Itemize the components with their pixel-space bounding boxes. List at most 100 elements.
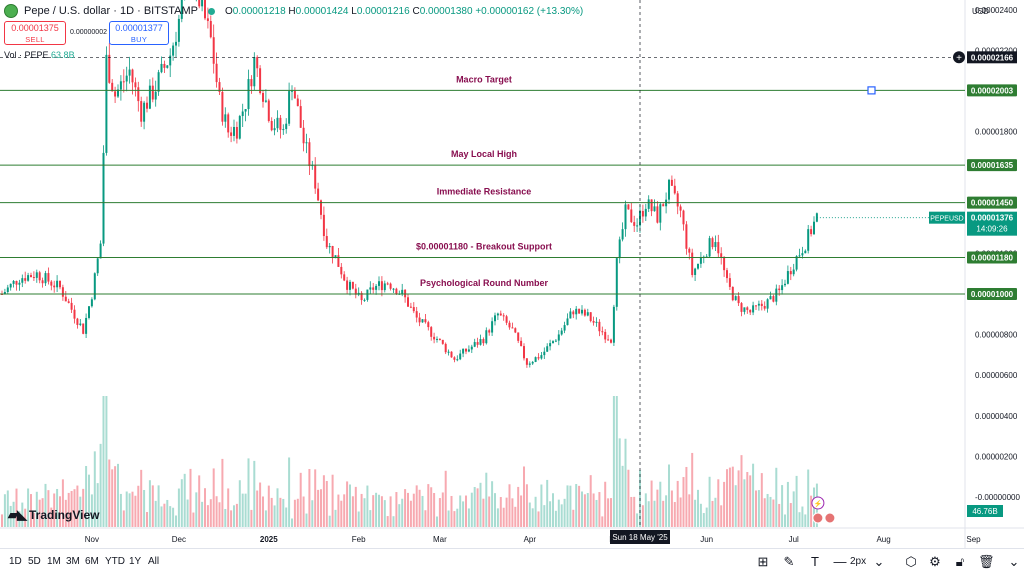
symbol-title[interactable]: Pepe / U.S. dollar · 1D · BITSTAMP (24, 5, 199, 17)
volume-bar (73, 489, 76, 527)
timeframe-3m[interactable]: 3M (66, 556, 80, 567)
price-chart[interactable]: 0.000026000.000024000.000022000.00001800… (0, 0, 1024, 548)
volume-bar (517, 486, 520, 527)
level-annotation[interactable]: $0.00001180 - Breakout Support (416, 241, 552, 251)
layout-grid-icon[interactable]: ⊞ (757, 554, 769, 569)
candle-body (467, 349, 470, 352)
level-annotation[interactable]: Macro Target (456, 74, 512, 84)
timeframe-5d[interactable]: 5D (28, 556, 41, 567)
line-width-value[interactable]: 2px (850, 556, 867, 567)
level-price-tag (967, 159, 1017, 172)
level-annotation[interactable]: Psychological Round Number (420, 278, 549, 288)
volume-bar (581, 491, 583, 527)
volume-bar (354, 486, 357, 527)
drawing-anchor-handle[interactable] (867, 86, 876, 95)
volume-bar (520, 495, 523, 527)
candle-body (650, 199, 653, 212)
candle-body (728, 278, 731, 287)
us-flag-event-icon[interactable] (812, 512, 824, 524)
timeframe-6m[interactable]: 6M (85, 556, 99, 567)
candle-body (520, 340, 523, 347)
candle-body (288, 91, 291, 124)
volume-bar (96, 483, 99, 527)
pencil-icon[interactable]: ✎ (783, 554, 795, 569)
volume-bar (160, 506, 163, 527)
close-value: 0.00001380 (419, 5, 473, 17)
timeframe-1d[interactable]: 1D (9, 556, 22, 567)
candle-body (61, 287, 64, 297)
sell-price: 0.00001375 (11, 23, 59, 33)
candle-body (157, 72, 160, 92)
volume-bar (157, 485, 160, 527)
candle-body (549, 343, 552, 347)
candle-body (383, 283, 386, 291)
volume-bar (154, 500, 157, 527)
candle-body (691, 252, 694, 275)
chevron-down-icon[interactable]: ⌄ (873, 554, 885, 569)
candle-body (305, 142, 308, 144)
volume-bar (621, 465, 624, 527)
volume-bar (691, 452, 694, 527)
more-icon[interactable]: ⌄ (1008, 554, 1020, 569)
text-tool-icon[interactable]: T (811, 554, 819, 569)
candle-body (285, 123, 288, 130)
volume-bar (372, 495, 375, 527)
level-annotation[interactable]: May Local High (451, 149, 517, 159)
line-width-icon[interactable]: — (833, 554, 847, 569)
candle-body (421, 319, 424, 323)
volume-bar (389, 496, 392, 527)
volume-bar (253, 460, 256, 527)
volume-bar (688, 494, 691, 527)
timeframe-all[interactable]: All (148, 556, 160, 567)
volume-bar (807, 469, 810, 527)
volume-bar (169, 506, 172, 527)
volume-bar (401, 498, 404, 527)
volume-bar (189, 468, 192, 527)
lock-icon[interactable]: 🔓︎ (955, 554, 965, 569)
candle-body (328, 245, 331, 248)
candle-body (279, 117, 282, 130)
volume-bar (140, 469, 143, 527)
trash-icon[interactable]: 🗑︎ (978, 554, 995, 569)
candle-body (343, 274, 346, 281)
object-tree-icon[interactable]: ⬡ (905, 554, 917, 569)
candle-body (331, 245, 334, 259)
lightning-event-icon[interactable] (811, 496, 825, 510)
tradingview-logo[interactable]: ▰◣ TradingView (8, 507, 99, 523)
us-flag-event-icon[interactable] (824, 512, 836, 524)
timeframe-1m[interactable]: 1M (47, 556, 61, 567)
volume-bar (447, 510, 450, 527)
volume-legend[interactable]: Vol · PEPE 63.8B (4, 50, 75, 60)
volume-bar (467, 508, 470, 527)
volume-bar (209, 499, 212, 527)
timeframe-ytd[interactable]: YTD (105, 556, 125, 567)
candle-body (334, 255, 337, 259)
price-tick-label: 0.00000400 (975, 412, 1018, 421)
candle-body (201, 0, 204, 7)
symbol-tag-label: PEPEUSD (930, 216, 963, 223)
horizontal-levels[interactable]: Macro Target 0.00002003 May Local High 0.00… (0, 74, 1017, 300)
level-annotation[interactable]: Immediate Resistance (437, 187, 532, 197)
candle-body (418, 317, 421, 323)
candle-body (430, 327, 433, 337)
volume-bar (64, 499, 67, 527)
add-alert-icon[interactable] (953, 51, 965, 64)
volume-bar (430, 487, 433, 527)
volume-bar (137, 485, 140, 527)
candle-body (534, 357, 537, 362)
volume-bar (276, 488, 279, 527)
brand-name: TradingView (29, 508, 100, 522)
candle-body (778, 288, 781, 291)
candle-body (273, 128, 276, 131)
settings-icon[interactable]: ⚙ (929, 554, 941, 569)
volume-bar (404, 489, 407, 527)
volume-bar (769, 496, 772, 527)
sell-button[interactable]: 0.00001375 SELL (4, 21, 66, 45)
timeframe-1y[interactable]: 1Y (129, 556, 142, 567)
candle-body (354, 288, 357, 295)
buy-button[interactable]: 0.00001377 BUY (109, 21, 169, 45)
candle-body (572, 311, 575, 315)
volume-bar (569, 485, 572, 527)
currency-selector[interactable]: USD (972, 7, 989, 16)
volume-bar (743, 479, 746, 527)
